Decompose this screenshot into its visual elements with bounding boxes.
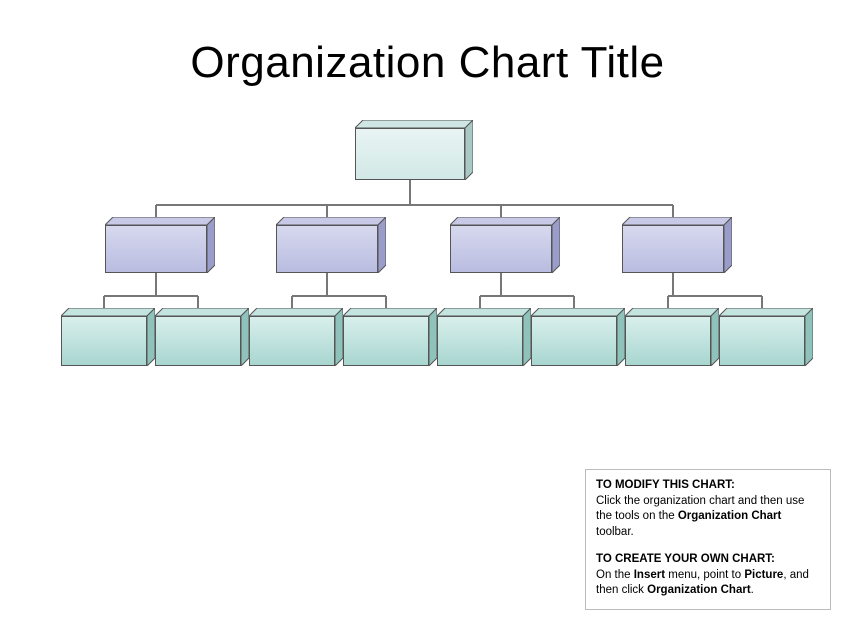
help-text: On the: [596, 569, 634, 581]
org-node: [437, 308, 531, 366]
help-create-title: TO CREATE YOUR OWN CHART:: [596, 553, 775, 565]
org-node: [276, 217, 386, 273]
help-bold: Picture: [744, 569, 783, 581]
help-modify-title: TO MODIFY THIS CHART:: [596, 479, 735, 491]
help-bold: Insert: [634, 569, 665, 581]
page-title: Organization Chart Title: [0, 38, 855, 88]
help-panel: TO MODIFY THIS CHART: Click the organiza…: [585, 469, 831, 610]
org-node: [719, 308, 813, 366]
org-node: [155, 308, 249, 366]
org-node: [355, 120, 473, 180]
org-node: [249, 308, 343, 366]
help-bold: Organization Chart: [678, 510, 782, 522]
help-text: toolbar.: [596, 526, 634, 538]
org-node: [625, 308, 719, 366]
org-node: [450, 217, 560, 273]
org-node: [105, 217, 215, 273]
help-text: .: [751, 584, 754, 596]
org-node: [61, 308, 155, 366]
org-node: [343, 308, 437, 366]
help-section-create: TO CREATE YOUR OWN CHART: On the Insert …: [596, 552, 820, 599]
org-node: [531, 308, 625, 366]
help-bold: Organization Chart: [647, 584, 751, 596]
org-node: [622, 217, 732, 273]
help-section-modify: TO MODIFY THIS CHART: Click the organiza…: [596, 478, 820, 540]
help-text: menu, point to: [665, 569, 744, 581]
